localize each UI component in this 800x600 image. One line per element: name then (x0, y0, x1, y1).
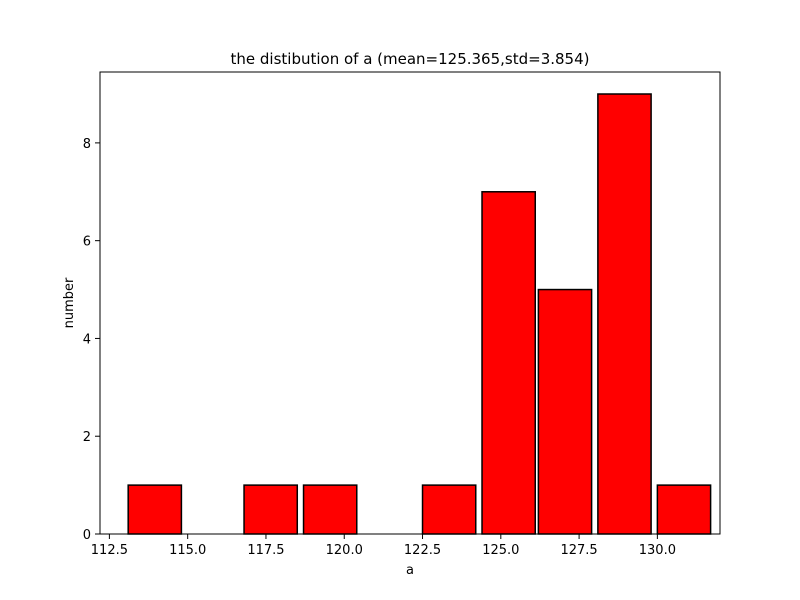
x-tick-label: 127.5 (560, 543, 597, 558)
histogram-bar (597, 93, 652, 535)
histogram-bar (537, 288, 593, 535)
histogram-bar (421, 484, 477, 535)
y-tick-label: 4 (83, 332, 91, 347)
x-tick-label: 112.5 (91, 543, 128, 558)
y-tick-label: 8 (83, 137, 91, 152)
y-tick-label: 0 (83, 528, 91, 543)
bars-group (127, 93, 712, 535)
x-tick-label: 130.0 (639, 543, 676, 558)
plot-frame (99, 71, 721, 535)
x-axis-label: a (406, 563, 414, 578)
x-tick-label: 117.5 (247, 543, 284, 558)
y-axis-ticks: 0 2 4 6 8 (83, 137, 100, 543)
x-axis-ticks: 112.5 115.0 117.5 120.0 122.5 125.0 127.5 130.0 (91, 534, 676, 558)
x-tick-label: 125.0 (482, 543, 519, 558)
chart-title: the distibution of a (mean=125.365,std=3… (231, 50, 590, 68)
x-tick-label: 120.0 (326, 543, 363, 558)
histogram-bar (127, 484, 183, 535)
histogram-bar (243, 484, 299, 535)
histogram-bar (656, 484, 712, 535)
histogram-bar (481, 191, 537, 535)
x-tick-label: 122.5 (404, 543, 441, 558)
y-tick-label: 6 (83, 235, 91, 250)
x-tick-label: 115.0 (169, 543, 206, 558)
histogram-bar (302, 484, 358, 535)
y-axis-label: number (62, 277, 77, 328)
y-tick-label: 2 (83, 430, 91, 445)
